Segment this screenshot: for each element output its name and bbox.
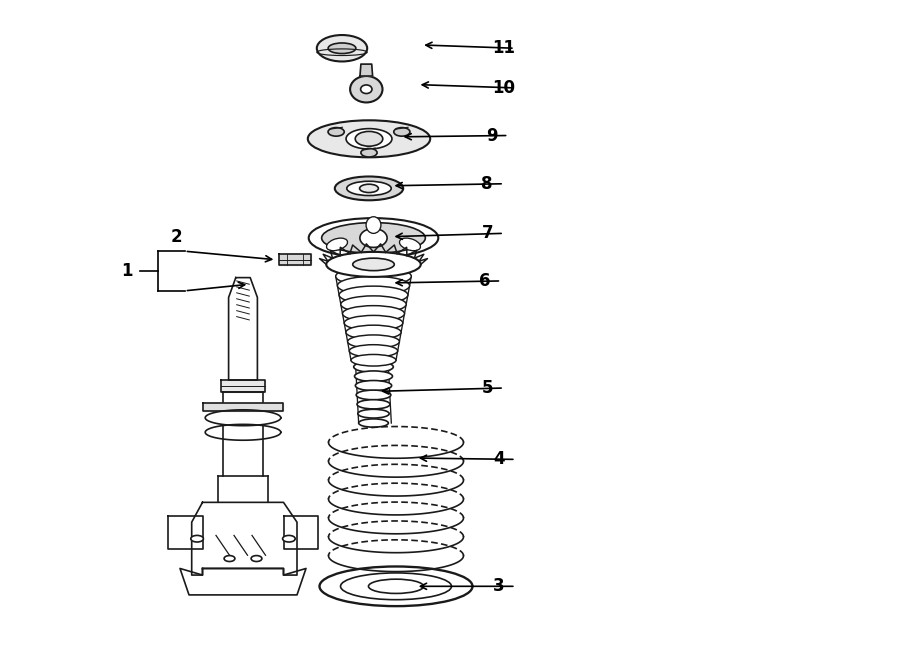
Ellipse shape [356,390,391,400]
Ellipse shape [308,120,430,157]
Polygon shape [192,502,297,575]
Ellipse shape [361,85,372,94]
Ellipse shape [327,238,347,251]
Ellipse shape [355,371,392,381]
Ellipse shape [358,409,389,418]
Ellipse shape [361,148,377,157]
Ellipse shape [356,381,392,391]
Ellipse shape [309,218,438,258]
Ellipse shape [336,266,411,286]
Ellipse shape [338,276,410,295]
Polygon shape [229,278,257,380]
Ellipse shape [346,129,392,149]
Ellipse shape [400,238,420,251]
Polygon shape [221,380,265,392]
Polygon shape [360,64,373,76]
Ellipse shape [357,400,390,409]
Polygon shape [168,516,202,549]
Ellipse shape [328,43,356,54]
Ellipse shape [344,315,403,330]
Ellipse shape [321,223,426,253]
Ellipse shape [346,181,392,196]
Ellipse shape [353,258,394,270]
Ellipse shape [360,229,387,247]
Ellipse shape [346,325,401,339]
Ellipse shape [354,362,393,372]
Ellipse shape [358,419,389,427]
Ellipse shape [224,555,235,561]
Ellipse shape [394,128,410,136]
Polygon shape [223,392,263,476]
Ellipse shape [317,35,367,61]
Text: 5: 5 [482,379,493,397]
Ellipse shape [356,132,382,146]
Ellipse shape [328,128,344,136]
Ellipse shape [349,344,398,357]
Text: 3: 3 [493,577,505,596]
Ellipse shape [343,305,404,322]
Ellipse shape [340,573,452,600]
Ellipse shape [283,535,295,542]
Text: 4: 4 [493,450,505,469]
Text: 7: 7 [482,224,493,243]
Ellipse shape [347,335,400,348]
Ellipse shape [335,176,403,200]
Ellipse shape [326,252,421,277]
Ellipse shape [191,535,203,542]
Ellipse shape [251,555,262,561]
Polygon shape [284,516,318,549]
Ellipse shape [351,354,396,366]
Ellipse shape [341,296,406,313]
Text: 10: 10 [492,79,516,97]
Polygon shape [205,410,281,426]
Ellipse shape [366,217,381,233]
Ellipse shape [368,579,424,594]
Polygon shape [180,568,306,595]
Text: 1: 1 [122,262,133,280]
Text: 9: 9 [486,126,498,145]
Text: 11: 11 [492,39,516,58]
Text: 2: 2 [171,227,183,246]
Ellipse shape [350,76,382,102]
Ellipse shape [320,566,472,606]
Text: 6: 6 [479,272,490,290]
Polygon shape [218,476,268,595]
Text: 8: 8 [482,175,493,193]
Polygon shape [279,254,311,265]
Polygon shape [203,403,283,411]
Polygon shape [205,424,281,440]
Ellipse shape [360,184,378,192]
Ellipse shape [339,286,408,304]
